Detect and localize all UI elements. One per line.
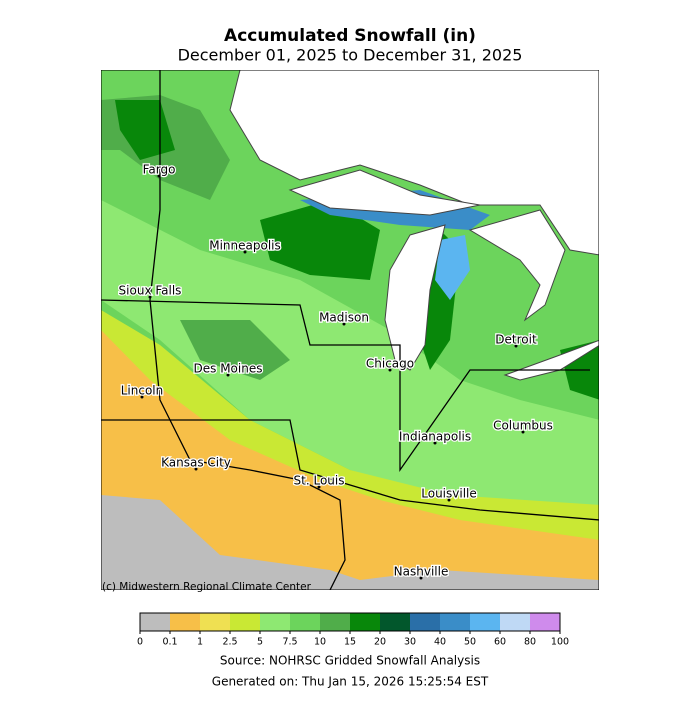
city-dot <box>317 485 321 489</box>
city-dot <box>226 373 230 377</box>
colorbar-tick-label: 40 <box>434 637 446 648</box>
city-dot <box>433 441 437 445</box>
city-dot <box>194 467 198 471</box>
city-dot <box>157 174 161 178</box>
colorbar-tick-label: 2.5 <box>222 637 237 648</box>
city-dot <box>388 368 392 372</box>
colorbar: 0 0.1 1 2.5 5 7.5 10 15 20 30 40 50 60 80 100 <box>137 612 569 648</box>
credit: (c) Midwestern Regional Climate Center <box>102 581 312 593</box>
colorbar-segment <box>380 613 410 631</box>
colorbar-tick-label: 1 <box>197 637 203 648</box>
city-label: Sioux Falls <box>119 284 182 298</box>
colorbar-segment <box>530 613 560 631</box>
colorbar-segment <box>230 613 260 631</box>
city-dot <box>148 295 152 299</box>
colorbar-segment <box>350 613 380 631</box>
colorbar-tick-label: 10 <box>314 637 326 648</box>
city-label: St. Louis <box>294 474 345 488</box>
city-labels: Fargo Minneapolis Sioux Falls Madison Detroi… <box>117 161 554 580</box>
city-dot <box>140 395 144 399</box>
city-label: Des Moines <box>194 362 263 376</box>
colorbar-tick-label: 100 <box>551 637 569 648</box>
city-label: Madison <box>319 311 369 325</box>
colorbar-segment <box>470 613 500 631</box>
colorbar-segment <box>440 613 470 631</box>
colorbar-segment <box>170 613 200 631</box>
colorbar-tick-label: 5 <box>257 637 263 648</box>
city-label: Minneapolis <box>209 239 281 253</box>
city-label: Chicago <box>366 357 414 371</box>
colorbar-segment <box>500 613 530 631</box>
city-label: Louisville <box>421 487 477 501</box>
city-dot <box>521 430 525 434</box>
city-label: Detroit <box>495 333 537 347</box>
city-dot <box>419 576 423 580</box>
colorbar-tick-label: 7.5 <box>282 637 297 648</box>
city-label: Kansas City <box>161 456 231 470</box>
city-dot <box>514 344 518 348</box>
city-label: Fargo <box>143 163 176 177</box>
colorbar-segment <box>320 613 350 631</box>
colorbar-segment <box>200 613 230 631</box>
colorbar-segment <box>410 613 440 631</box>
map <box>101 70 599 590</box>
city-label: Indianapolis <box>399 430 471 444</box>
city-label: Lincoln <box>121 384 164 398</box>
city-dot <box>243 250 247 254</box>
colorbar-tick-label: 15 <box>344 637 356 648</box>
generated: Generated on: Thu Jan 15, 2026 15:25:54 … <box>212 675 489 689</box>
colorbar-segment <box>290 613 320 631</box>
colorbar-segment <box>260 613 290 631</box>
city-label: Columbus <box>493 419 553 433</box>
subtitle: December 01, 2025 to December 31, 2025 <box>178 46 523 65</box>
colorbar-tick-label: 0 <box>137 637 143 648</box>
colorbar-tick-label: 60 <box>494 637 506 648</box>
colorbar-tick-label: 20 <box>374 637 386 648</box>
colorbar-segment <box>140 613 170 631</box>
title: Accumulated Snowfall (in) <box>224 26 476 46</box>
city-dot <box>342 322 346 326</box>
city-dot <box>447 498 451 502</box>
source: Source: NOHRSC Gridded Snowfall Analysis <box>220 654 480 668</box>
colorbar-tick-label: 80 <box>524 637 536 648</box>
colorbar-tick-label: 0.1 <box>162 637 177 648</box>
colorbar-tick-label: 50 <box>464 637 476 648</box>
colorbar-tick-label: 30 <box>404 637 416 648</box>
city-label: Nashville <box>394 565 449 579</box>
